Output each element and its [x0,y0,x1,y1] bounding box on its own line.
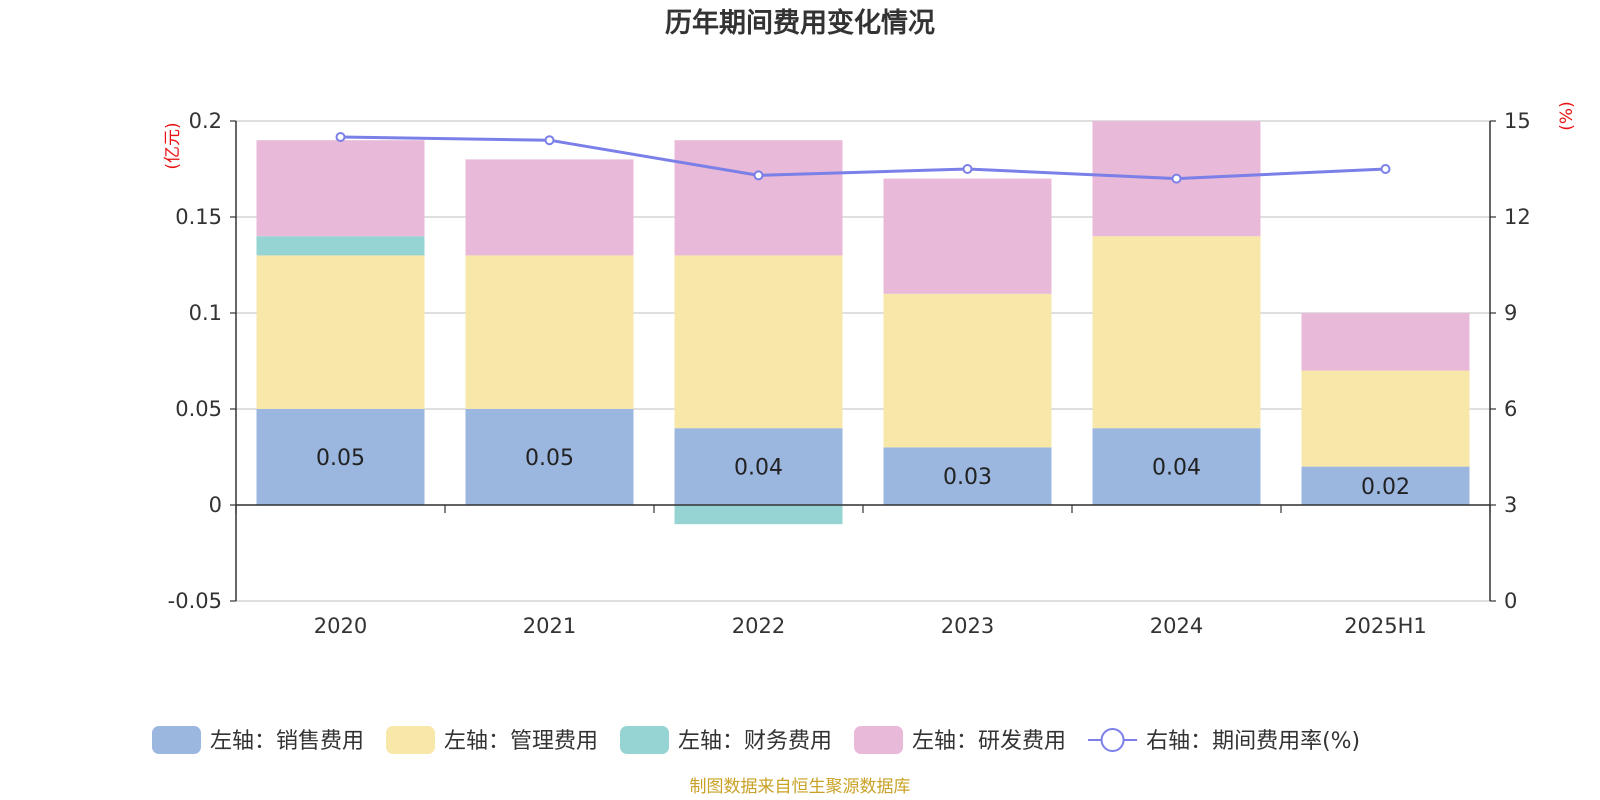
axes: -0.05 0 0.05 0.1 0.15 0.2 0 3 6 9 12 15 2020 2021 2022… [168,109,1531,638]
left-tick-label: 0 [209,493,222,517]
legend-label: 右轴：期间费用率(%) [1146,729,1360,754]
rate-point [1380,164,1391,174]
bar-segment [883,447,1052,505]
right-tick-label: 15 [1504,109,1531,133]
bar-segment [1092,236,1261,429]
legend-item[interactable]: 左轴：销售费用 [152,726,364,754]
bar-segment [256,255,425,409]
bar-segment [256,236,425,256]
bar-segment [1301,370,1470,467]
data-label: 0.04 [734,456,783,481]
left-axis-unit: (亿元) [163,122,183,169]
legend-swatch [386,726,436,754]
bar-segment [674,505,843,525]
bar-segment [1092,428,1261,505]
right-tick-label: 9 [1504,301,1517,325]
data-label: 0.05 [525,446,574,471]
right-tick-label: 12 [1504,205,1531,229]
legend-item[interactable]: 左轴：财务费用 [620,726,832,754]
bar-segment [883,293,1052,448]
bar-segment [465,255,634,409]
x-tick-label: 2020 [314,614,367,638]
rate-point [962,164,973,174]
x-tick-label: 2022 [732,614,785,638]
legend-swatch [854,726,904,754]
legend-swatch-marker [1100,728,1125,752]
legend: 左轴：销售费用 左轴：管理费用 左轴：财务费用 左轴：研发费用 右轴：期间费用率(%) [152,726,1360,754]
data-label: 0.05 [316,446,365,471]
left-tick-label: 0.15 [175,205,222,229]
rate-line [340,135,1386,181]
bar-segment [883,178,1052,294]
legend-label: 左轴：研发费用 [912,729,1066,754]
bar-segment [674,428,843,505]
right-axis-unit: (%) [1557,101,1577,130]
data-label: 0.03 [943,465,992,490]
bar-segment [256,140,425,237]
legend-swatch [152,726,201,754]
left-tick-label: 0.1 [189,301,222,325]
rate-point [544,135,555,146]
legend-label: 左轴：管理费用 [444,729,598,754]
bar-segment [465,409,634,505]
bar-segment [1301,313,1470,371]
legend-item[interactable]: 左轴：研发费用 [854,726,1066,754]
rate-point [753,170,764,181]
left-tick-label: 0.05 [175,397,222,421]
right-tick-label: 3 [1504,493,1517,517]
x-tick-label: 2025H1 [1344,614,1427,638]
rate-point [1171,173,1182,184]
legend-item[interactable]: 右轴：期间费用率(%) [1088,728,1360,754]
right-tick-label: 6 [1504,397,1517,421]
left-tick-label: -0.05 [168,589,222,613]
data-label: 0.02 [1361,475,1410,500]
bar-series [256,121,1470,525]
rate-line-series [335,132,1391,184]
bar-segment [674,255,843,429]
rate-point [335,132,346,142]
x-tick-label: 2023 [941,614,994,638]
legend-label: 左轴：财务费用 [678,729,832,754]
bar-segment [674,140,843,256]
data-labels: 0.05 0.05 0.04 0.03 0.04 0.02 [316,446,1410,500]
x-tick-label: 2021 [523,614,576,638]
left-tick-label: 0.2 [189,109,222,133]
x-tick-label: 2024 [1150,614,1203,638]
chart-title: 历年期间费用变化情况 [665,7,935,39]
bar-segment [1301,466,1470,505]
right-tick-label: 0 [1504,589,1517,613]
source-footer: 制图数据来自恒生聚源数据库 [690,777,911,797]
bar-segment [465,159,634,256]
legend-label: 左轴：销售费用 [210,729,364,754]
legend-swatch [620,726,670,754]
data-label: 0.04 [1152,456,1201,481]
legend-item[interactable]: 左轴：管理费用 [386,726,598,754]
bar-segment [256,409,425,505]
